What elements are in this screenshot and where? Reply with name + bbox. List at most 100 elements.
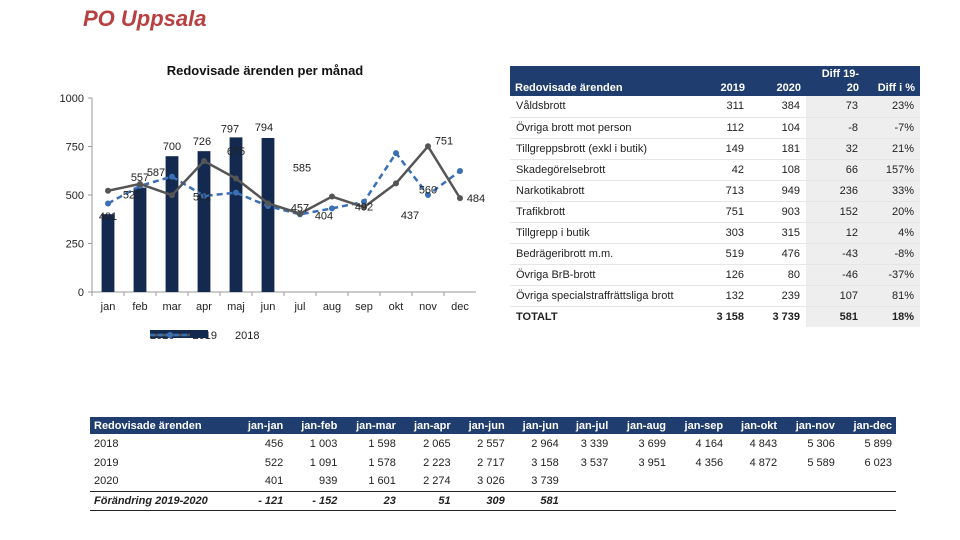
cumulative-header: jan-mar [341,417,400,434]
row-label: Våldsbrott [510,96,694,118]
summary-row: Tillgreppsbrott (exkl i butik) 149 181 32 21… [510,138,920,160]
bar-2020 [261,137,275,292]
legend-label-2018: 2018 [234,330,260,342]
cell-value [612,472,670,491]
cell-value: -8% [864,243,920,265]
cell-value [839,472,896,491]
chart-title: Redovisade ärenden per månad [166,63,364,78]
row-label: Förändring 2019-2020 [90,490,234,511]
x-tick-label: feb [132,301,147,313]
cell-value: 73 [806,96,864,118]
point-2019 [105,187,111,194]
data-label: 587 [147,167,165,179]
summary-row: Narkotikabrott 713 949 236 33% [510,180,920,202]
point-2018 [457,167,463,174]
data-label: 751 [435,135,453,147]
cell-value: 4 356 [695,456,724,469]
row-label: Trafikbrott [510,201,694,223]
cell-value: 149 [694,138,750,160]
row-label: 2019 [94,456,119,469]
point-2019 [137,180,143,187]
cell-value: 3 158 [531,456,559,469]
cell-value: 5 306 [807,437,835,450]
summary-row: Trafikbrott 751 903 152 20% [510,201,920,223]
data-label: 492 [355,202,373,214]
cell-value: 23 [341,490,400,511]
x-tick-label: dec [451,301,469,313]
cell-value: 2 964 [531,437,559,450]
point-2018 [393,150,399,157]
cell-value: 3 699 [638,437,667,450]
x-tick-label: aug [323,301,341,313]
point-2019 [233,175,239,182]
point-2018 [105,200,111,207]
cumulative-header: Redovisade ärenden [90,417,234,434]
cell-value: 5 899 [864,437,892,450]
cell-value: 1 598 [368,437,396,450]
summary-row: Tillgrepp i butik 303 315 12 4% [510,222,920,244]
x-tick-label: mar [163,301,182,313]
cell-value: 18% [864,305,920,327]
bar-2020 [229,137,243,292]
cell-value: 309 [454,490,509,511]
cumulative-header: jan-jun [508,417,563,434]
cumulative-header: jan-nov [781,417,839,434]
cell-value [670,472,727,491]
cell-value: 12 [806,222,864,244]
cell-value: - 121 [234,490,288,511]
cell-value: 239 [750,285,806,307]
cell-value: 236 [806,180,864,202]
data-label: 557 [131,172,149,184]
cell-value: 2 274 [423,475,451,488]
cumulative-row: 2018 456 1 003 1 598 2 065 2 557 2 964 3 339 3 6… [90,434,896,453]
cell-value: 107 [806,285,864,307]
data-label: 401 [99,211,117,223]
cell-value: 581 [806,305,864,327]
y-tick-label: 500 [66,190,84,202]
cell-value: 4 843 [749,437,778,450]
data-label: 797 [221,123,239,135]
cell-value: -37% [864,264,920,286]
point-2018 [329,205,335,212]
x-tick-label: nov [419,301,437,313]
summary-table: Redovisade ärenden 2019 2020 Diff 19-20 … [510,66,920,327]
cell-value: 3 537 [580,456,609,469]
cell-value: 132 [694,285,750,307]
cell-value: 1 578 [368,456,396,469]
x-tick-label: apr [196,301,212,313]
data-label: 675 [227,146,245,158]
summary-header: Diff i % [864,66,920,96]
cell-value: 903 [750,201,806,223]
summary-row: Övriga brott mot person 112 104 -8 -7% [510,117,920,139]
cell-value: 1 003 [309,437,338,450]
cell-value: 4% [864,222,920,244]
cell-value: 1 091 [309,456,338,469]
row-label: Övriga BrB-brott [510,264,694,286]
row-label: 2020 [94,475,119,488]
cell-value [612,490,671,511]
data-label: 437 [401,210,419,222]
cell-value: -7% [864,117,920,139]
data-label: 457 [291,202,309,214]
summary-header: 2019 [694,66,750,96]
chart-container: 0 250 500 750 1000 jan feb mar apr maj jun jul aug se… [40,58,490,358]
cell-value: 6 023 [864,456,892,469]
cell-value: 108 [750,159,806,181]
cell-value: 23% [864,96,920,118]
point-2019 [265,200,271,207]
bar-2020 [101,214,115,292]
cell-value: 751 [694,201,750,223]
cell-value: 4 164 [695,437,724,450]
cell-value: 20% [864,201,920,223]
cell-value: 80 [750,264,806,286]
cell-value: 713 [694,180,750,202]
cell-value: 66 [806,159,864,181]
cell-value: 311 [694,96,750,118]
cumulative-header: jan-jun [454,417,509,434]
chart-legend: 2020 2019 2018 [150,330,277,342]
data-label: 404 [315,211,333,223]
x-tick-label: jun [260,301,276,313]
x-tick-label: maj [227,301,245,313]
cell-value: 476 [750,243,806,265]
cell-value: 3 739 [531,475,559,488]
